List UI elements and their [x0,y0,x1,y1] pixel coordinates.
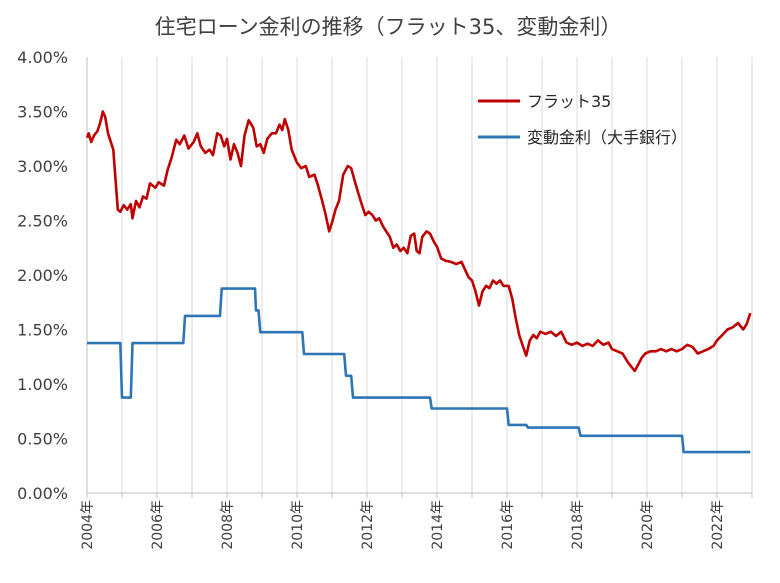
x-tick-label: 2016年 [500,500,516,550]
y-tick-label: 1.50% [17,321,68,340]
y-tick-label: 0.50% [17,430,68,449]
chart-title: 住宅ローン金利の推移（フラット35、変動金利） [155,15,622,39]
legend-label-1: フラット35 [527,92,611,111]
x-tick-label: 2006年 [150,500,166,550]
y-tick-label: 2.00% [17,266,68,285]
y-tick-label: 0.00% [17,484,68,503]
x-tick-label: 2008年 [220,500,236,550]
x-tick-label: 2004年 [80,500,96,550]
x-tick-label: 2020年 [640,500,656,550]
x-tick-label: 2012年 [360,500,376,550]
x-tick-label: 2014年 [430,500,446,550]
series-line-2 [87,287,751,454]
series-line-1 [85,110,752,373]
x-tick-label: 2010年 [290,500,306,550]
axes: 0.00% 0.50% 1.00% 1.50% 2.00% 2.50% 3.00% 3.50%… [17,48,753,550]
series-lines [85,110,752,454]
x-tick-label: 2022年 [710,500,726,550]
x-tick-label: 2018年 [570,500,586,550]
legend-label-2: 変動金利（大手銀行） [527,128,687,147]
y-tick-label: 1.00% [17,375,68,394]
y-tick-label: 3.50% [17,103,68,122]
y-tick-label: 4.00% [17,48,68,67]
y-tick-label: 3.00% [17,157,68,176]
y-tick-label: 2.50% [17,212,68,231]
legend: フラット35 変動金利（大手銀行） [478,92,687,147]
